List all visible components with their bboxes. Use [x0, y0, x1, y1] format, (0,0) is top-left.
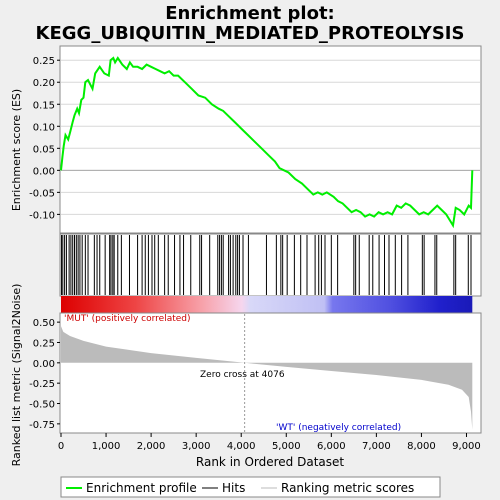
rank-y-axis-label: Ranked list metric (Signal2Noise) — [10, 284, 23, 467]
x-tick-label: 8,000 — [407, 441, 436, 452]
x-tick-label: 2,000 — [137, 441, 166, 452]
es-y-axis-label: Enrichment score (ES) — [10, 89, 23, 211]
x-tick-label: 9,000 — [452, 441, 481, 452]
es-y-tick-label: 0.05 — [33, 144, 55, 155]
rank-y-tick-label: 0.50 — [33, 318, 55, 329]
x-tick-label: 7,000 — [362, 441, 391, 452]
rank-heatmap-bar — [61, 296, 472, 313]
x-tick-label: 3,000 — [182, 441, 211, 452]
rank-y-tick-label: -0.25 — [29, 379, 55, 390]
legend-label-hits: Hits — [222, 481, 245, 495]
positive-correlation-label: 'MUT' (positively correlated) — [64, 314, 191, 324]
x-tick-label: 1,000 — [92, 441, 121, 452]
x-tick-label: 4,000 — [227, 441, 256, 452]
es-y-tick-label: -0.10 — [29, 210, 55, 221]
rank-y-tick-label: -0.75 — [29, 420, 55, 431]
es-y-tick-label: 0.15 — [33, 100, 55, 111]
es-y-tick-label: -0.05 — [29, 188, 55, 199]
es-y-tick-label: 0.10 — [33, 122, 55, 133]
legend-label-metric: Ranking metric scores — [281, 481, 414, 495]
x-tick-label: 6,000 — [317, 441, 346, 452]
rank-y-tick-label: -0.50 — [29, 400, 55, 411]
rank-y-tick-label: 0.00 — [33, 359, 55, 370]
legend-label-enrichment: Enrichment profile — [86, 481, 197, 495]
x-axis-label: Rank in Ordered Dataset — [196, 455, 344, 469]
es-panel-frame — [60, 46, 481, 233]
es-y-tick-label: 0.20 — [33, 78, 55, 89]
x-tick-label: 0 — [58, 441, 64, 452]
chart-title-line-2: KEGG_UBIQUITIN_MEDIATED_PROTEOLYSIS — [36, 23, 465, 44]
rank-y-tick-label: 0.25 — [33, 338, 55, 349]
zero-cross-label: Zero cross at 4076 — [200, 370, 285, 380]
x-tick-label: 5,000 — [272, 441, 301, 452]
es-y-tick-label: 0.00 — [33, 166, 55, 177]
negative-correlation-label: 'WT' (negatively correlated) — [276, 423, 401, 433]
hits-panel-frame — [60, 234, 481, 296]
es-y-tick-label: 0.25 — [33, 56, 55, 67]
chart-title-line-1: Enrichment plot: — [165, 3, 335, 24]
